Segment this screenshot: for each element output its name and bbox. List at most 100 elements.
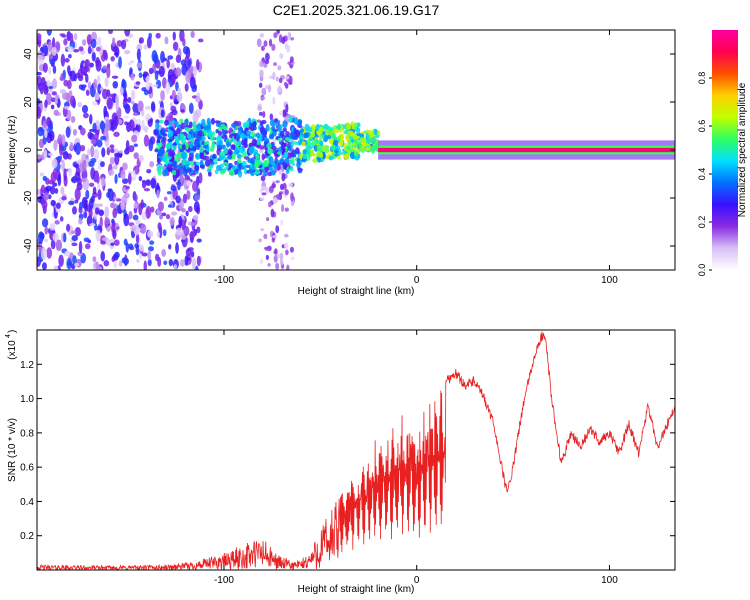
- spectrogram-cell: [173, 135, 179, 140]
- spectrogram-cell: [40, 247, 48, 261]
- spectrogram-cell: [192, 214, 199, 221]
- spectrogram-cell: [282, 120, 288, 129]
- spectrogram-cell: [39, 87, 44, 95]
- spectrogram-cell: [328, 155, 334, 161]
- spectrogram-cell: [130, 89, 136, 100]
- spectrogram-cell: [142, 73, 148, 78]
- spectrogram-cell: [134, 243, 140, 249]
- spectrogram-cell: [86, 34, 92, 45]
- spectrogram-cell: [84, 202, 88, 212]
- spectrogram-cell: [143, 260, 147, 270]
- spectrogram-cell: [229, 169, 235, 177]
- spectrogram-cell: [182, 193, 188, 204]
- spectrogram-cell: [289, 56, 294, 64]
- spectrogram-cell: [46, 30, 52, 36]
- spectrogram-cell: [206, 168, 212, 173]
- snr-multiplier: (x10 4 ): [5, 330, 18, 360]
- spectrogram-cell: [141, 119, 145, 131]
- spectrogram-cell: [264, 52, 270, 62]
- spectrogram-cell: [95, 56, 100, 68]
- spectrogram-cell: [228, 162, 233, 169]
- spectrogram-cell: [129, 67, 133, 75]
- spectrogram-cell: [37, 153, 42, 160]
- spectrogram-cell: [187, 156, 193, 162]
- spectrogram-cell: [169, 216, 175, 226]
- spectrogram-cell: [297, 168, 303, 174]
- spectrogram-cell: [83, 237, 90, 243]
- spectrogram-cell: [202, 144, 208, 149]
- spectrogram-cell: [77, 74, 84, 82]
- snr-y-tick-label: 0.2: [20, 531, 34, 542]
- spectrogram-cell: [71, 235, 78, 242]
- spectrogram-cell: [113, 260, 118, 269]
- spectrogram-cell: [279, 130, 285, 137]
- spectrogram-cell: [39, 172, 44, 177]
- spectrogram-cell: [105, 218, 111, 225]
- spectrogram-cell: [364, 143, 369, 147]
- spectrogram-cell: [120, 39, 127, 50]
- spectrogram-cell: [135, 233, 140, 244]
- snr-x-ticks: -100 0 100: [214, 330, 618, 586]
- spectrogram-cell: [175, 169, 180, 177]
- spectrogram-cell: [74, 227, 81, 237]
- spectrogram-cell: [159, 119, 164, 124]
- spectrogram-cell: [96, 182, 101, 191]
- spectrogram-cell: [268, 38, 273, 47]
- spectrogram-cell: [208, 158, 214, 163]
- spectrogram-cell: [96, 174, 100, 184]
- spectrogram-cell: [134, 193, 138, 202]
- spectrogram-cell: [123, 238, 128, 246]
- spectrogram-cell: [138, 72, 143, 79]
- spectrogram-cell: [212, 153, 217, 159]
- spectrogram-x-tick-label: 0: [414, 275, 420, 286]
- spectrogram-cell: [175, 67, 182, 77]
- spectrogram-cell: [164, 119, 169, 126]
- spectrogram-cell: [353, 133, 357, 139]
- spectrogram-cell: [90, 38, 97, 49]
- spectrogram-cell: [170, 62, 176, 71]
- spectrogram-cell: [80, 127, 86, 136]
- spectrogram-cell: [147, 250, 152, 261]
- spectrogram-cell: [260, 45, 265, 51]
- spectrogram-cell: [196, 226, 201, 234]
- spectrogram-cell: [201, 136, 206, 141]
- spectrogram-cell: [180, 151, 187, 160]
- spectrogram-cell: [70, 115, 76, 124]
- spectrogram-cell: [192, 110, 199, 124]
- spectrogram-cell: [187, 59, 192, 68]
- spectrogram-cell: [161, 249, 166, 257]
- spectrogram-cell: [145, 205, 152, 219]
- snr-multiplier-open: (x10: [7, 340, 18, 360]
- spectrogram-cell: [37, 71, 42, 76]
- colorbar-label: Normalized spectral amplitude: [737, 82, 748, 217]
- spectrogram-cell: [138, 244, 145, 252]
- spectrogram-cell: [260, 96, 266, 100]
- spectrogram-cell: [201, 118, 206, 127]
- spectrogram-cell: [276, 30, 280, 34]
- spectrogram-cell: [192, 180, 199, 192]
- spectrogram-cell: [101, 147, 106, 158]
- snr-y-tick-label: 0.4: [20, 497, 34, 508]
- spectrogram-cell: [275, 159, 280, 165]
- spectrogram-cell: [78, 218, 83, 225]
- snr-x-tick-label: 100: [601, 575, 618, 586]
- spectrogram-cell: [172, 160, 177, 168]
- spectrogram-cell: [306, 149, 311, 155]
- spectrogram-cell: [259, 145, 265, 150]
- spectrogram-cell: [171, 120, 176, 124]
- spectrogram-cell: [120, 199, 125, 211]
- spectrogram-cell: [87, 148, 91, 156]
- spectrogram-cell: [280, 219, 284, 226]
- spectrogram-cell: [318, 126, 324, 133]
- spectrogram-cell: [275, 76, 279, 82]
- spectrogram-cell: [263, 160, 269, 168]
- spectrogram-cell: [141, 181, 147, 189]
- spectrogram-cell: [273, 32, 278, 39]
- spectrogram-cell: [157, 133, 162, 141]
- spectrogram-cell: [189, 231, 196, 239]
- colorbar-tick-label: 0.2: [697, 216, 707, 229]
- spectrogram-cell: [118, 150, 124, 154]
- spectrogram-cell: [237, 158, 242, 164]
- spectrogram-cell: [83, 112, 89, 119]
